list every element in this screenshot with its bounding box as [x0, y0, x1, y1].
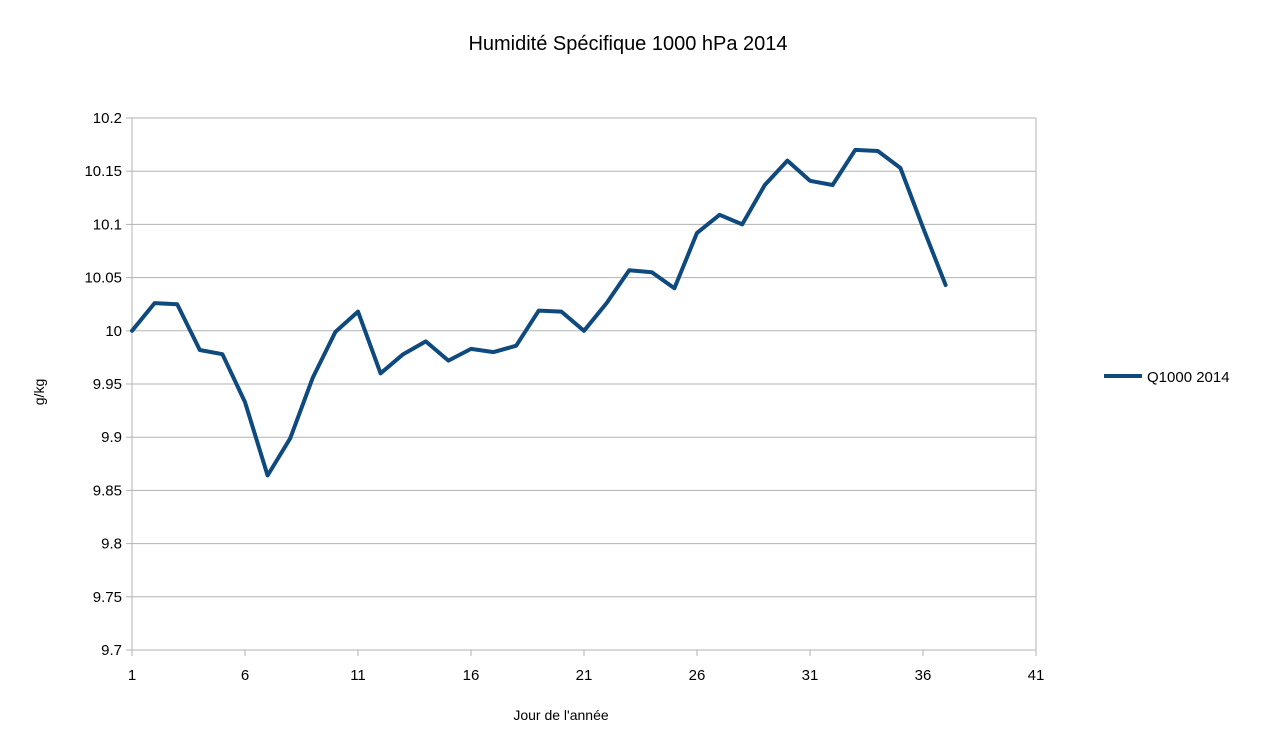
data-point — [153, 302, 156, 305]
data-point — [198, 348, 201, 351]
data-point — [492, 351, 495, 354]
data-point — [899, 167, 902, 170]
data-point — [741, 223, 744, 226]
series-layer — [130, 147, 948, 478]
x-axis-label: Jour de l'année — [513, 707, 609, 723]
data-point — [876, 149, 879, 152]
data-point — [673, 287, 676, 290]
y-tick-label: 10.05 — [84, 270, 122, 287]
x-tick-label: 21 — [576, 667, 593, 684]
data-point — [131, 329, 133, 332]
data-point — [831, 184, 834, 187]
data-point — [809, 179, 811, 182]
y-axis-ticks: 10.2 10.15 10.1 10.05 10 9.95 9.9 9.85 9.8 9.75 9.… — [84, 110, 132, 659]
x-tick-label: 6 — [241, 667, 249, 684]
data-point — [402, 353, 405, 356]
data-point — [718, 213, 721, 216]
data-point — [650, 271, 653, 274]
data-point — [515, 344, 518, 347]
data-point — [470, 347, 472, 350]
data-point — [447, 359, 450, 362]
y-tick-label: 10 — [105, 323, 122, 340]
x-tick-label: 31 — [802, 667, 819, 684]
data-point — [854, 148, 857, 151]
data-point — [786, 159, 789, 162]
x-tick-label: 41 — [1028, 667, 1045, 684]
y-tick-label: 10.15 — [84, 163, 122, 180]
data-point — [289, 437, 292, 440]
legend-label: Q1000 2014 — [1147, 369, 1230, 386]
data-point — [922, 226, 924, 229]
x-tick-label: 16 — [463, 667, 480, 684]
x-tick-label: 11 — [350, 667, 366, 684]
y-tick-label: 9.75 — [93, 589, 122, 606]
series-line — [130, 147, 948, 478]
data-point — [560, 310, 563, 313]
data-point — [628, 269, 631, 272]
y-tick-label: 10.2 — [93, 110, 122, 127]
x-axis-ticks: 1 6 11 16 21 26 31 36 41 — [128, 650, 1045, 684]
x-tick-label: 26 — [689, 667, 706, 684]
data-point — [357, 310, 359, 313]
data-point — [944, 284, 947, 287]
legend: Q1000 2014 — [1104, 369, 1230, 386]
data-point — [605, 302, 608, 305]
data-point — [537, 309, 540, 312]
gridlines — [131, 117, 1037, 651]
data-point — [334, 330, 337, 333]
data-point — [221, 353, 224, 356]
x-tick-label: 36 — [915, 667, 932, 684]
data-point — [266, 474, 269, 477]
y-tick-label: 10.1 — [93, 216, 122, 233]
data-point — [583, 329, 585, 332]
chart-title: Humidité Spécifique 1000 hPa 2014 — [468, 33, 787, 55]
y-tick-label: 9.85 — [93, 482, 122, 499]
y-axis-label: g/kg — [31, 379, 47, 405]
data-point — [244, 401, 246, 404]
data-point — [311, 376, 314, 379]
y-tick-label: 9.95 — [93, 376, 122, 393]
y-tick-label: 9.8 — [101, 536, 122, 553]
y-tick-label: 9.9 — [101, 429, 122, 446]
y-tick-label: 9.7 — [101, 642, 122, 659]
data-point — [379, 372, 382, 375]
data-point — [696, 231, 698, 234]
data-point — [176, 303, 179, 306]
x-tick-label: 1 — [128, 667, 136, 684]
data-point — [763, 184, 766, 187]
data-point — [424, 340, 427, 343]
